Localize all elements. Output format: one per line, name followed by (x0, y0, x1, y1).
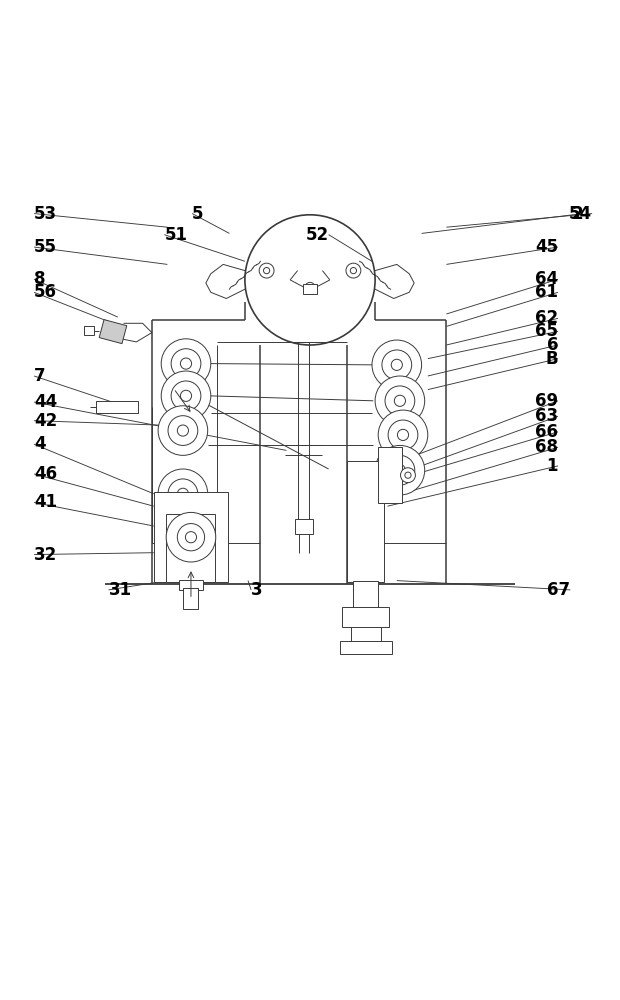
Text: 66: 66 (535, 423, 558, 441)
Text: 64: 64 (535, 270, 558, 288)
Circle shape (185, 532, 197, 543)
Text: 63: 63 (535, 407, 558, 425)
Text: 3: 3 (251, 581, 263, 599)
Circle shape (308, 285, 312, 289)
Bar (303, 284, 317, 294)
Circle shape (397, 429, 409, 440)
Text: 67: 67 (547, 581, 570, 599)
Circle shape (177, 425, 188, 436)
Text: 42: 42 (34, 412, 57, 430)
Bar (96, 401, 138, 413)
Circle shape (177, 524, 205, 551)
Circle shape (166, 512, 216, 562)
Text: 51: 51 (164, 226, 187, 244)
Circle shape (385, 455, 415, 485)
Circle shape (171, 349, 201, 378)
Circle shape (372, 340, 422, 390)
Circle shape (264, 267, 270, 274)
Circle shape (305, 282, 315, 292)
Circle shape (168, 479, 198, 509)
Bar (99, 320, 126, 344)
Text: 5: 5 (192, 205, 204, 223)
Bar (183, 588, 198, 608)
Bar (353, 581, 378, 608)
Circle shape (161, 371, 211, 421)
Circle shape (382, 350, 412, 380)
Text: 53: 53 (34, 205, 57, 223)
Circle shape (378, 410, 428, 460)
Circle shape (158, 406, 208, 455)
Text: 7: 7 (34, 367, 46, 385)
Circle shape (385, 386, 415, 416)
Circle shape (158, 469, 208, 519)
Circle shape (401, 468, 415, 483)
Bar (179, 580, 203, 590)
Text: B: B (546, 350, 558, 368)
Text: 44: 44 (34, 393, 57, 411)
Circle shape (168, 416, 198, 445)
Circle shape (259, 263, 274, 278)
Text: 54: 54 (569, 205, 592, 223)
Bar (347, 461, 384, 582)
Text: 8: 8 (34, 270, 46, 288)
Text: 41: 41 (34, 493, 57, 511)
Text: 45: 45 (535, 238, 558, 256)
Circle shape (405, 472, 411, 478)
Circle shape (375, 445, 425, 495)
Text: 62: 62 (535, 309, 558, 327)
Bar (378, 447, 402, 503)
Circle shape (391, 359, 402, 370)
Circle shape (394, 465, 405, 476)
Circle shape (350, 267, 356, 274)
Text: 55: 55 (34, 238, 57, 256)
Circle shape (394, 395, 405, 406)
Text: 69: 69 (535, 392, 558, 410)
Text: 52: 52 (306, 226, 329, 244)
Text: 46: 46 (34, 465, 57, 483)
Circle shape (161, 339, 211, 388)
Circle shape (388, 420, 418, 450)
Text: 2: 2 (571, 205, 583, 223)
Bar (340, 641, 392, 654)
Bar (154, 492, 228, 582)
Circle shape (177, 488, 188, 499)
Bar (84, 326, 94, 335)
Bar (294, 519, 313, 534)
Text: 61: 61 (535, 283, 558, 301)
Text: 68: 68 (535, 438, 558, 456)
Circle shape (346, 263, 361, 278)
Text: 4: 4 (34, 435, 46, 453)
Circle shape (180, 390, 192, 401)
Text: 65: 65 (535, 322, 558, 340)
Bar (166, 514, 215, 582)
Circle shape (180, 358, 192, 369)
Text: 56: 56 (34, 283, 57, 301)
Text: 31: 31 (108, 581, 131, 599)
Bar (342, 607, 389, 627)
Text: 1: 1 (546, 457, 558, 475)
Circle shape (375, 376, 425, 426)
Text: 6: 6 (546, 336, 558, 354)
Circle shape (171, 381, 201, 411)
Text: 32: 32 (34, 546, 57, 564)
